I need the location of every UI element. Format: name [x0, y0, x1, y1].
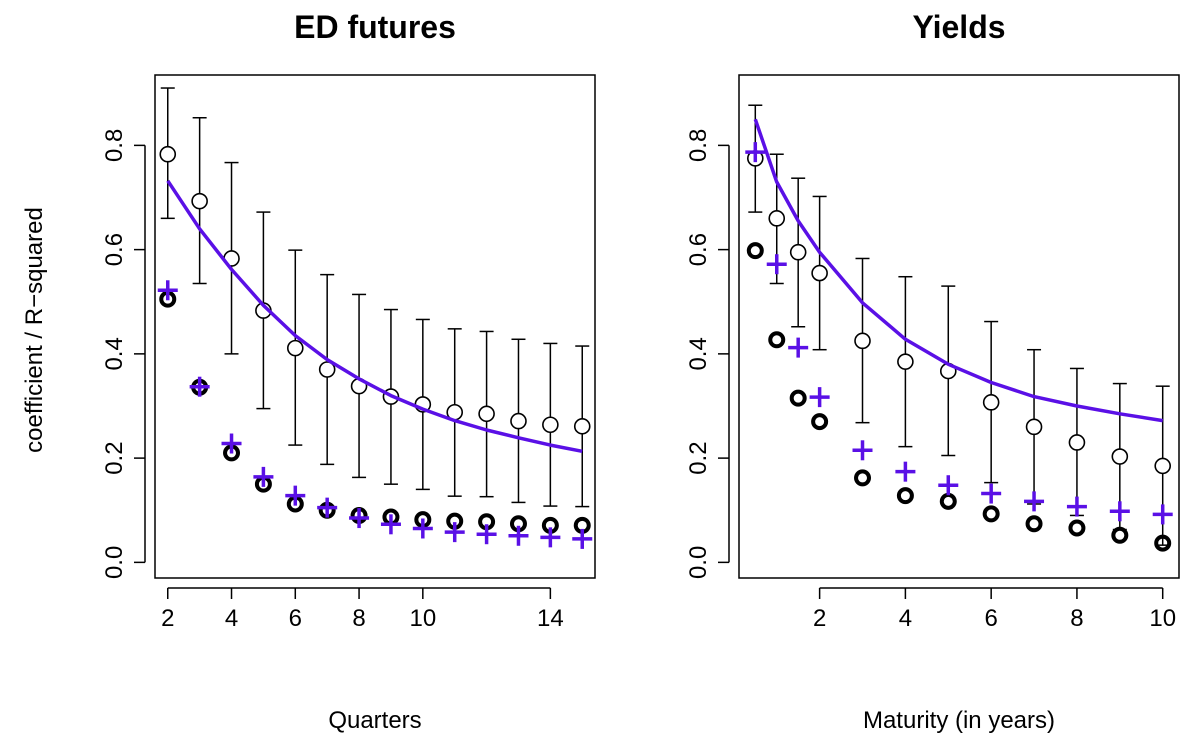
coefficient-point [573, 418, 591, 435]
model-r-squared-point [380, 514, 401, 535]
x-tick-label: 8 [352, 605, 365, 632]
model-curve [166, 179, 583, 454]
model-r-squared-point [1066, 496, 1087, 517]
model-r-squared-point [895, 461, 916, 482]
coefficient-point [811, 264, 828, 282]
model-r-squared-point [788, 337, 809, 358]
y-tick-label: 0.4 [685, 337, 712, 370]
plot-frame [154, 74, 596, 579]
coefficient-point [318, 361, 336, 378]
y-tick-label: 0.6 [685, 233, 712, 266]
model-r-squared-point [221, 433, 242, 454]
coefficient-point [897, 353, 914, 370]
y-tick-label: 0.2 [685, 441, 712, 474]
model-r-squared-point [852, 440, 873, 461]
r-squared-point [1111, 526, 1129, 544]
r-squared-point [1154, 534, 1172, 552]
model-r-squared-point [745, 142, 766, 163]
coefficient-point [768, 210, 786, 227]
model-r-squared-point [1109, 501, 1130, 522]
panel-yields: Yields Maturity (in years) 2 4 6 8 10 0.0 0.2 0.4… [685, 9, 1180, 734]
r-squared-point [811, 413, 829, 431]
r-squared-point [746, 242, 764, 260]
coefficient-point [982, 394, 1000, 411]
model-r-squared-point [540, 527, 561, 548]
y-axis-label: coefficient / R−squared [21, 207, 48, 453]
model-r-squared-point [157, 280, 178, 301]
coefficient-point [286, 339, 304, 357]
y-tick-label: 0.8 [101, 129, 128, 162]
r-squared-point [1068, 519, 1086, 537]
model-r-squared-point [1024, 491, 1045, 512]
r-squared-point [768, 331, 786, 349]
model-r-squared-point [981, 483, 1002, 504]
x-axis-label: Quarters [328, 707, 421, 734]
model-r-squared-point [766, 254, 787, 275]
coefficient-point [191, 192, 208, 210]
x-tick-label: 14 [537, 605, 564, 632]
coefficient-point [854, 332, 871, 350]
x-tick-label: 10 [1149, 605, 1176, 632]
x-tick-label: 2 [813, 605, 826, 632]
x-tick-label: 6 [984, 605, 997, 632]
model-r-squared-point [938, 475, 959, 496]
model-r-squared-point [349, 508, 370, 529]
model-r-squared-point [317, 497, 338, 518]
y-tick-label: 0.4 [101, 337, 128, 370]
chart-title: Yields [912, 9, 1005, 45]
y-tick-label: 0.0 [101, 546, 128, 579]
model-r-squared-point [809, 387, 830, 408]
coefficient-point [1025, 418, 1043, 436]
y-tick-label: 0.6 [101, 233, 128, 266]
model-r-squared-point [253, 466, 274, 487]
y-tick-label: 0.8 [685, 129, 712, 162]
coefficient-point [159, 145, 177, 163]
model-r-squared-point [508, 525, 529, 546]
coefficient-point [1068, 434, 1086, 451]
plot-frame [738, 74, 1180, 579]
chart-title: ED futures [294, 9, 456, 45]
y-tick-label: 0.0 [685, 546, 712, 579]
x-axis-label: Maturity (in years) [863, 707, 1055, 734]
model-r-squared-point [285, 485, 306, 506]
coefficient-point [789, 243, 807, 261]
model-r-squared-point [412, 518, 433, 539]
x-tick-label: 4 [225, 605, 238, 632]
r-squared-point [789, 389, 807, 407]
coefficient-point [478, 405, 495, 423]
x-tick-label: 10 [409, 605, 436, 632]
model-r-squared-point [476, 524, 497, 545]
model-r-squared-point [572, 528, 593, 549]
x-tick-label: 2 [161, 605, 174, 632]
r-squared-point [896, 487, 914, 505]
x-tick-label: 8 [1070, 605, 1083, 632]
coefficient-point [542, 416, 559, 434]
coefficient-point [1111, 448, 1129, 465]
model-curve [753, 118, 1163, 423]
panel-ed-futures: ED futures Quarters 2 4 6 8 10 14 0.0 0.2 0.4 0.6 0.… [101, 9, 596, 734]
r-squared-point [939, 492, 957, 510]
coefficient-point [1154, 457, 1172, 475]
coefficient-point [510, 412, 527, 430]
model-r-squared-point [444, 522, 465, 543]
r-squared-point [982, 505, 1000, 523]
model-r-squared-point [1152, 504, 1173, 525]
y-tick-label: 0.2 [101, 441, 128, 474]
model-r-squared-point [189, 376, 210, 397]
r-squared-point [1025, 515, 1043, 533]
r-squared-point [854, 469, 872, 487]
x-tick-label: 6 [289, 605, 302, 632]
x-tick-label: 4 [899, 605, 912, 632]
